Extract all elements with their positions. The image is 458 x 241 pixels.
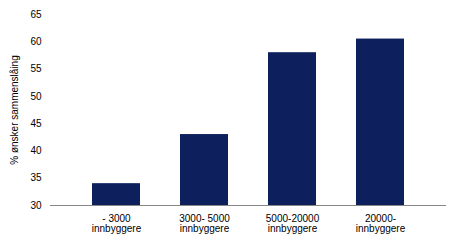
- svg-text:- 3000innbyggere: - 3000innbyggere: [92, 213, 142, 234]
- svg-text:20000-innbyggere: 20000-innbyggere: [356, 213, 406, 234]
- svg-text:5000-20000innbyggere: 5000-20000innbyggere: [266, 213, 320, 234]
- svg-text:3000- 5000innbyggere: 3000- 5000innbyggere: [179, 213, 230, 234]
- svg-text:55: 55: [30, 63, 42, 74]
- svg-text:60: 60: [30, 36, 42, 47]
- svg-text:35: 35: [30, 172, 42, 183]
- svg-text:50: 50: [30, 91, 42, 102]
- svg-text:30: 30: [30, 200, 42, 211]
- svg-text:65: 65: [30, 9, 42, 20]
- svg-text:45: 45: [30, 118, 42, 129]
- svg-text:40: 40: [30, 145, 42, 156]
- svg-text:% ønsker sammenslåing: % ønsker sammenslåing: [9, 55, 20, 164]
